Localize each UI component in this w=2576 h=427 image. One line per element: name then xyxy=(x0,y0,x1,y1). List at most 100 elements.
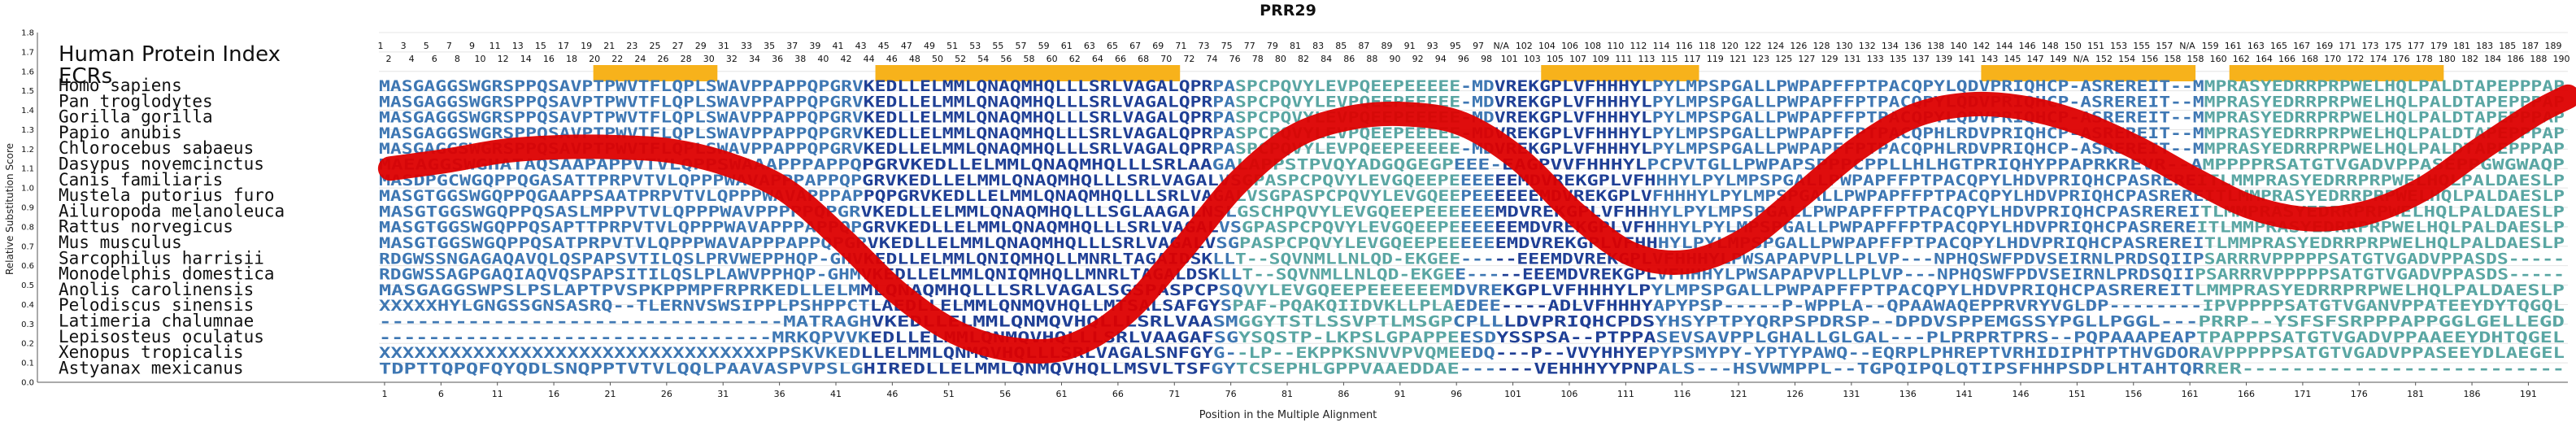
index-number: 170 xyxy=(2324,54,2341,64)
sequence-segment: VKEDLLELMMLQNAQMHQLLLSGLAAGALN xyxy=(861,203,1214,220)
index-number: 115 xyxy=(1661,54,1678,64)
sequence-segment: KEDLLELMMLQNAQMHQLLLSRLVAGALQPR xyxy=(864,77,1213,95)
index-number: 36 xyxy=(772,54,783,64)
index-number: 103 xyxy=(1524,54,1541,64)
sequence-segment: TDPTTQPQFQYQDLSNQPPTVTVLQQLPAAVASPVPSLG xyxy=(379,359,864,377)
sequence-row: RDGWSSNGAGAQAVQLQSPAPSVTILQSLPRVWEPPHQP-… xyxy=(379,250,2565,268)
sequence-segment: PA xyxy=(1212,93,1235,111)
index-number: 181 xyxy=(2453,41,2470,51)
index-number: 50 xyxy=(932,54,943,64)
index-number: 143 xyxy=(1981,54,1998,64)
sequence-segment: LMMPRASYEDRRPRPWELHQLPALDAESLP xyxy=(2194,281,2565,299)
ecr-region xyxy=(1981,65,2196,81)
sequence-segment: GPASPCPQVYLEVGQEEPE xyxy=(1242,219,1460,237)
species-label: Papio anubis xyxy=(59,123,182,142)
sequence-segment: VFHHHYLPWSAPAPVPLLPLVP---NPHQSWFPDVSEIRN… xyxy=(1652,250,2204,268)
sequence-segment: MASGAGGSWGRSPPQSAVPTPWVTFLQPLSWAVPPAPPQP… xyxy=(379,109,864,127)
index-number: N/A xyxy=(2073,54,2090,64)
index-number: 62 xyxy=(1069,54,1081,64)
y-tick-label: 0.6 xyxy=(21,262,34,271)
sequence-segment: CPLL xyxy=(1453,313,1503,331)
index-number: 176 xyxy=(2393,54,2410,64)
index-number: 10 xyxy=(475,54,486,64)
sequence-segment: LDVPRIQHCPDS xyxy=(1503,313,1655,331)
index-number: 77 xyxy=(1244,41,1255,51)
x-tick-label: 106 xyxy=(1560,389,1577,399)
species-label: Homo sapiens xyxy=(59,76,182,95)
index-number: 44 xyxy=(864,54,875,64)
x-tick-label: 191 xyxy=(2520,389,2537,399)
sequence-segment: GPASPCPQVYLEVGQEEPE xyxy=(1242,172,1460,190)
index-number: 33 xyxy=(741,41,752,51)
sequence-segment: VREKGPLVFHHHYL xyxy=(1495,140,1652,158)
index-number: N/A xyxy=(2179,41,2195,51)
y-tick-label: 0.1 xyxy=(21,359,34,368)
species-label: Rattus norvegicus xyxy=(59,217,233,237)
sequence-segment: VFHHHYLPWSAPAPVPLLPLVP---NPHQSWFPDVSEIRN… xyxy=(1656,266,2195,284)
sequence-row: XXXXXHYLGNGSSGNSASRQ--TLERNVSWSIPPLPSHPP… xyxy=(379,297,2565,315)
y-tick-label: 1.6 xyxy=(21,68,34,76)
index-number: 83 xyxy=(1312,41,1324,51)
ecr-label: ECRs xyxy=(59,64,112,89)
index-number: 88 xyxy=(1366,54,1377,64)
index-number: 106 xyxy=(1561,41,1578,51)
sequence-segment: PA xyxy=(1212,124,1235,142)
species-label: Gorilla gorilla xyxy=(59,107,213,127)
x-tick-label: 111 xyxy=(1617,389,1634,399)
index-number: 145 xyxy=(2004,54,2021,64)
index-number: 22 xyxy=(611,54,623,64)
sequence-segment: TLMMPRASYEDRRPRPWELHQLPALDAESLP xyxy=(2204,234,2565,252)
index-number: 43 xyxy=(855,41,867,51)
index-number: 95 xyxy=(1450,41,1461,51)
index-number: 24 xyxy=(634,54,646,64)
index-number: 98 xyxy=(1481,54,1492,64)
y-tick-label: 1.4 xyxy=(21,107,34,115)
index-number: 144 xyxy=(1995,41,2012,51)
index-number: 131 xyxy=(1844,54,1861,64)
x-tick-label: 61 xyxy=(1056,389,1068,399)
sequence-segment: MASGTGGSWGQPPQSAPTTPRPVTVLQPPPWAVAPPPAPP… xyxy=(379,219,862,237)
index-number: 188 xyxy=(2530,54,2547,64)
index-number: 123 xyxy=(1752,54,1769,64)
sequence-segment: SM xyxy=(1212,313,1238,331)
sequence-segment: EEE xyxy=(1460,172,1495,190)
index-number: 5 xyxy=(424,41,429,51)
sequence-segment: PA xyxy=(1212,77,1235,95)
index-number: 78 xyxy=(1252,54,1264,64)
sequence-segment: VKEDLLELMMLQNIQMHQLLMNRLTAGALDSK xyxy=(861,266,1221,284)
index-number: 76 xyxy=(1229,54,1241,64)
index-number: 152 xyxy=(2095,54,2113,64)
index-number: 128 xyxy=(1812,41,1830,51)
index-number: 13 xyxy=(512,41,524,51)
y-tick-label: 0.4 xyxy=(21,301,34,310)
sequence-segment: PCPVTGLLPWPAPSPPPCPPLLHLHGTPRIQHYPPAPRKR… xyxy=(1647,156,2203,174)
sequence-segment: MASGTGGSWGQPPQSATPRPVTVLQPPPWAVAPPPAPPQP… xyxy=(379,234,868,252)
index-number: 48 xyxy=(909,54,920,64)
sequence-segment: MASGTGGSWGQPPQGAAPPSAATPRPVTVLQPPPWAVAPP… xyxy=(379,187,864,205)
x-tick-label: 136 xyxy=(1899,389,1917,399)
y-tick-label: 1.7 xyxy=(21,48,34,57)
index-number: 142 xyxy=(1973,41,1990,51)
y-tick-label: 0.8 xyxy=(21,223,34,232)
index-number: 21 xyxy=(603,41,615,51)
index-number: 87 xyxy=(1358,41,1369,51)
index-number: 34 xyxy=(749,54,760,64)
x-axis-label: Position in the Multiple Alignment xyxy=(1199,409,1377,421)
index-number: 18 xyxy=(566,54,577,64)
sequence-segment: RDGWSSNGAGAQAVQLQSPAPSVTILQSLPRVWEPPHQP-… xyxy=(379,250,864,268)
x-tick-label: 101 xyxy=(1504,389,1521,399)
index-number: 183 xyxy=(2476,41,2493,51)
index-number: 135 xyxy=(1890,54,1907,64)
index-number: 82 xyxy=(1298,54,1309,64)
index-number: 94 xyxy=(1435,54,1447,64)
index-number: 113 xyxy=(1638,54,1655,64)
sequence-segment: APYPSP-----P-WPPLA--QPAAWAQEPPRVRYVGLDP-… xyxy=(1653,297,2203,315)
y-tick-label: 1.3 xyxy=(21,126,34,135)
index-number: 90 xyxy=(1390,54,1401,64)
index-number: 45 xyxy=(878,41,890,51)
index-number: 30 xyxy=(703,54,715,64)
sequence-segment: PSARRRVPPPPPSATGTVGADVPPASDS----- xyxy=(2195,266,2565,284)
chart-title: PRR29 xyxy=(1260,2,1316,20)
index-number: 67 xyxy=(1129,41,1141,51)
index-number: 129 xyxy=(1821,54,1838,64)
